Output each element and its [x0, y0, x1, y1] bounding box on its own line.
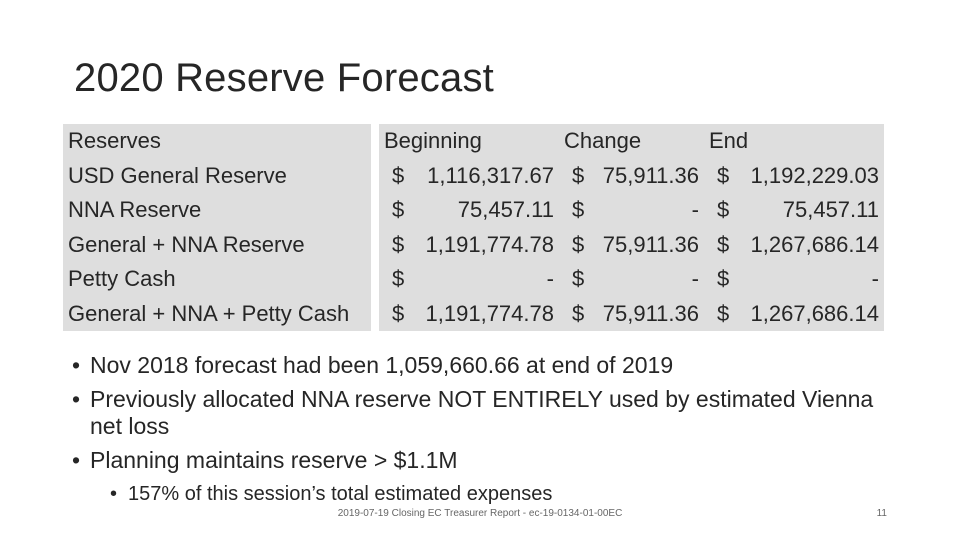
- amount-value: -: [691, 266, 699, 292]
- cell-beginning: $75,457.11: [379, 193, 559, 228]
- currency-symbol: $: [392, 300, 405, 326]
- cell-beginning: $1,116,317.67: [379, 158, 559, 193]
- currency-symbol: $: [572, 300, 585, 326]
- amount-value: -: [691, 197, 699, 223]
- amount-value: -: [871, 266, 879, 292]
- cell-beginning: $1,191,774.78: [379, 227, 559, 262]
- currency-symbol: $: [572, 266, 585, 292]
- amount-value: 1,267,686.14: [750, 300, 879, 326]
- bullet-dot-icon: •: [72, 386, 81, 412]
- row-label: General + NNA + Petty Cash: [63, 296, 371, 331]
- footer-text: 2019-07-19 Closing EC Treasurer Report -…: [337, 508, 623, 519]
- table-row: Petty Cash $ - $ - $ -: [63, 262, 884, 297]
- currency-symbol: $: [717, 162, 730, 188]
- table-row: USD General Reserve $1,116,317.67 $75,911.…: [63, 158, 884, 193]
- currency-symbol: $: [392, 231, 405, 257]
- cell-change: $ -: [559, 262, 704, 297]
- currency-symbol: $: [392, 162, 405, 188]
- bullet-item: • Nov 2018 forecast had been 1,059,660.66…: [72, 352, 674, 378]
- header-beginning: Beginning: [379, 124, 559, 159]
- amount-value: 75,911.36: [602, 162, 699, 188]
- currency-symbol: $: [717, 266, 730, 292]
- header-end: End: [704, 124, 884, 159]
- cell-end: $ -: [704, 262, 884, 297]
- table-row: General + NNA Reserve $1,191,774.78 $75,91…: [63, 227, 884, 262]
- sub-bullet-item: • 157% of this session’s total estimated …: [110, 481, 892, 508]
- currency-symbol: $: [572, 197, 585, 223]
- reserve-table: Reserves Beginning Change End USD Genera…: [63, 124, 884, 331]
- currency-symbol: $: [572, 162, 585, 188]
- table-row: NNA Reserve $75,457.11 $ - $75,457.11: [63, 193, 884, 228]
- amount-value: 1,267,686.14: [750, 231, 879, 257]
- cell-end: $1,192,229.03: [704, 158, 884, 193]
- amount-value: -: [546, 266, 554, 292]
- row-label: General + NNA Reserve: [63, 227, 371, 262]
- bullet-dot-icon: •: [72, 352, 81, 378]
- amount-value: 1,116,317.67: [427, 162, 554, 188]
- amount-value: 1,191,774.78: [425, 300, 554, 326]
- currency-symbol: $: [572, 231, 585, 257]
- table-row: General + NNA + Petty Cash $1,191,774.78 $…: [63, 296, 884, 331]
- bullet-dot-icon: •: [72, 447, 81, 473]
- bullet-item: • Previously allocated NNA reserve NOT EN…: [72, 386, 874, 439]
- amount-value: 1,191,774.78: [425, 231, 554, 257]
- cell-change: $75,911.36: [559, 296, 704, 331]
- amount-value: 75,457.11: [782, 197, 879, 223]
- bullet-item: • Planning maintains reserve > $1.1M: [72, 447, 458, 473]
- header-reserves: Reserves: [63, 124, 371, 159]
- cell-beginning: $ -: [379, 262, 559, 297]
- bullet-dot-icon: •: [110, 483, 118, 505]
- cell-change: $ -: [559, 193, 704, 228]
- cell-beginning: $1,191,774.78: [379, 296, 559, 331]
- currency-symbol: $: [392, 197, 405, 223]
- amount-value: 75,457.11: [457, 197, 554, 223]
- currency-symbol: $: [717, 197, 730, 223]
- currency-symbol: $: [717, 300, 730, 326]
- cell-end: $1,267,686.14: [704, 227, 884, 262]
- currency-symbol: $: [717, 231, 730, 257]
- cell-change: $75,911.36: [559, 227, 704, 262]
- row-label: NNA Reserve: [63, 193, 371, 228]
- amount-value: 75,911.36: [602, 300, 699, 326]
- row-label: Petty Cash: [63, 262, 371, 297]
- table-header-row: Reserves Beginning Change End: [63, 124, 884, 159]
- amount-value: 75,911.36: [602, 231, 699, 257]
- slide-title: 2020 Reserve Forecast: [74, 56, 494, 100]
- cell-end: $1,267,686.14: [704, 296, 884, 331]
- currency-symbol: $: [392, 266, 405, 292]
- bullet-list: • Nov 2018 forecast had been 1,059,660.66…: [72, 352, 892, 515]
- header-change: Change: [559, 124, 704, 159]
- cell-end: $75,457.11: [704, 193, 884, 228]
- page-number: 11: [876, 508, 887, 519]
- cell-change: $75,911.36: [559, 158, 704, 193]
- amount-value: 1,192,229.03: [750, 162, 879, 188]
- row-label: USD General Reserve: [63, 158, 371, 193]
